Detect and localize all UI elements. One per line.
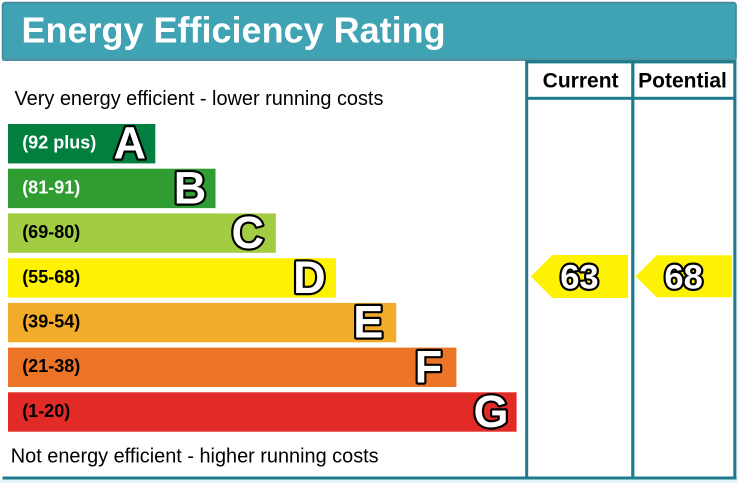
svg-text:68: 68 — [664, 258, 702, 296]
svg-text:(81-91): (81-91) — [22, 177, 80, 197]
svg-text:(39-54): (39-54) — [22, 312, 80, 332]
svg-text:Current: Current — [543, 69, 619, 92]
svg-text:Very energy efficient - lower: Very energy efficient - lower running co… — [15, 88, 384, 110]
svg-text:B: B — [174, 162, 207, 213]
svg-text:Not energy efficient - higher: Not energy efficient - higher running co… — [11, 445, 379, 467]
svg-text:C: C — [231, 207, 264, 258]
svg-text:(92 plus): (92 plus) — [22, 133, 96, 153]
svg-text:A: A — [114, 118, 147, 169]
svg-text:D: D — [293, 252, 326, 303]
svg-text:(1-20): (1-20) — [22, 401, 70, 421]
svg-text:63: 63 — [560, 259, 598, 297]
svg-text:(21-38): (21-38) — [22, 356, 80, 376]
svg-text:Potential: Potential — [638, 69, 727, 92]
svg-text:(55-68): (55-68) — [22, 267, 80, 287]
svg-text:E: E — [353, 297, 383, 348]
svg-text:F: F — [415, 341, 443, 392]
svg-text:(69-80): (69-80) — [22, 222, 80, 242]
svg-text:Energy Efficiency Rating: Energy Efficiency Rating — [22, 10, 446, 51]
svg-text:G: G — [473, 386, 508, 437]
